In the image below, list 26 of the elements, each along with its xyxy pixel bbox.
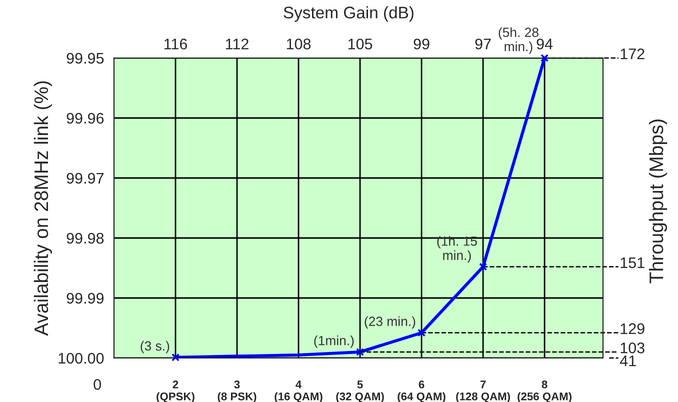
annotation: (1h. 15 min.) xyxy=(437,236,477,263)
text: 0 xyxy=(94,379,101,390)
y2-axis-title: Throughput (Mbps) xyxy=(648,120,668,284)
y-tick-label: 99.99 xyxy=(66,292,104,304)
text: 94 xyxy=(536,38,553,50)
annotation: (23 min.) xyxy=(364,316,416,329)
text: 151 xyxy=(620,257,644,268)
y-tick-label: 100.00 xyxy=(58,352,104,364)
text: 112 xyxy=(226,38,248,50)
y-tick-label: 99.95 xyxy=(66,52,104,64)
text: 103 xyxy=(620,342,644,354)
text: 172 xyxy=(620,48,644,60)
y-tick-label: 99.96 xyxy=(66,112,104,124)
x2-axis-title: System Gain (dB) xyxy=(284,6,414,22)
y-axis-title: Availability on 28MHz link (%) xyxy=(34,81,52,336)
text: 99 xyxy=(414,38,430,50)
text: 97 xyxy=(475,38,491,50)
annotation: (3 s.) xyxy=(140,340,170,354)
annotation: (1min.) xyxy=(314,336,354,348)
text: 41 xyxy=(620,356,636,366)
y-tick-label: 99.98 xyxy=(66,232,104,244)
text: 105 xyxy=(348,38,372,50)
y-tick-label: 99.97 xyxy=(66,172,104,184)
text: 108 xyxy=(286,38,311,50)
text: 116 xyxy=(164,38,188,50)
text: 129 xyxy=(620,323,644,334)
